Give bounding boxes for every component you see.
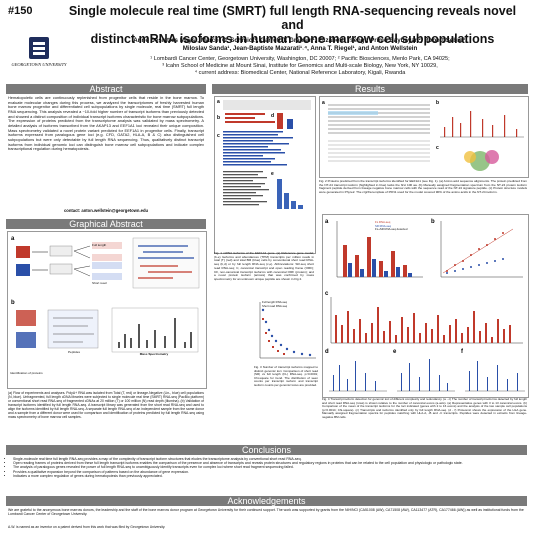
figure-1-tracks: a b c d e bbox=[217, 99, 311, 209]
conclusion-item: Indicates a more complex regulation of g… bbox=[13, 474, 527, 478]
university-seal-icon bbox=[29, 37, 49, 59]
figure-4-caption: Fig. 4 Transcript isoform detection for … bbox=[322, 397, 527, 419]
legend-fl-sr-rnaseq: FL+SR RNA-seq detected bbox=[375, 227, 408, 232]
affiliation-line-2: ³ Icahn School of Medicine at Mount Sina… bbox=[162, 63, 438, 69]
full-length-label: Full length bbox=[92, 243, 107, 247]
figure-3-caption: Fig. 3 Number of transcript isoforms map… bbox=[254, 365, 318, 387]
affiliation-line-3: ⁴ current address: Biomedical Center, Na… bbox=[194, 70, 406, 76]
figure-2-alignments: a b c bbox=[322, 100, 524, 171]
svg-text:c: c bbox=[325, 291, 329, 297]
university-logo: GEORGETOWN UNIVERSITY bbox=[10, 34, 68, 74]
figure-4-legend: FL RNA-seq SR RNA-seq FL+SR RNA-seq dete… bbox=[375, 220, 408, 232]
svg-text:b: b bbox=[217, 115, 220, 121]
figure-3-scatter bbox=[259, 302, 316, 359]
title-line-2: distinct mRNA isoforms in human bone mar… bbox=[90, 32, 495, 46]
title-line-1: Single molecule real time (SMRT) full le… bbox=[68, 4, 517, 32]
conclusions-header: Conclusions bbox=[6, 445, 527, 455]
legend-full-length: Full length RNA-seq bbox=[262, 300, 288, 304]
svg-text:f: f bbox=[461, 349, 464, 355]
contact-email: contact: anton.wellstein@georgetown.edu bbox=[63, 208, 149, 213]
authors-line-2: Miloslav Sanda¹, Jean-Baptiste Mazarati¹… bbox=[182, 45, 418, 52]
svg-text:b: b bbox=[11, 300, 15, 306]
peptides-label: Peptides bbox=[67, 350, 81, 354]
acknowledgements-text: We are grateful to the anonymous bone ma… bbox=[8, 508, 524, 517]
svg-text:a: a bbox=[322, 100, 325, 106]
abstract-header: Abstract bbox=[6, 84, 206, 94]
abstract-text: Hematopoietic cells are continuously rep… bbox=[8, 95, 204, 152]
legend-fl-rnaseq: FL RNA-seq bbox=[375, 220, 391, 224]
graphical-abstract-figure: a b bbox=[7, 231, 207, 389]
authors-line-1: Anne Deslattes Mays¹, Marcel O. Schmidt¹… bbox=[133, 37, 467, 44]
mass-spec-label: Mass Spectrometry bbox=[139, 352, 169, 356]
figure-3-legend: Full length RNA-seq Short read RNA-seq bbox=[262, 300, 288, 308]
svg-text:e: e bbox=[393, 349, 397, 355]
poster-title: Single molecule real time (SMRT) full le… bbox=[60, 4, 525, 46]
figure-2: a b c bbox=[319, 96, 529, 178]
poster-number: #150 bbox=[8, 5, 33, 17]
svg-text:a: a bbox=[325, 219, 329, 225]
graphical-abstract-header: Graphical Abstract bbox=[6, 219, 206, 229]
identification-label: Identification of proteins bbox=[10, 371, 43, 375]
svg-text:e: e bbox=[271, 171, 274, 177]
figure-4-plots: a b c bbox=[325, 219, 525, 392]
svg-text:b: b bbox=[436, 100, 439, 106]
conclusion-item: The analysis of paralogous genes reveale… bbox=[13, 465, 527, 469]
conclusion-item: Provides a qualitative expansion beyond … bbox=[13, 470, 527, 474]
affiliation-line-1: ¹ Lombardi Cancer Center, Georgetown Uni… bbox=[150, 56, 450, 62]
figure-3 bbox=[254, 300, 318, 364]
svg-text:c: c bbox=[217, 133, 220, 139]
svg-text:a: a bbox=[217, 99, 220, 105]
legend-short-read: Short read RNA-seq bbox=[262, 303, 288, 308]
conclusion-item: Single-molecule real time full length RN… bbox=[13, 457, 527, 461]
acknowledgements-header: Acknowledgements bbox=[6, 496, 527, 506]
figure-1-caption: Fig. 1 mRNA isoforms of the EEF1A1 gene.… bbox=[214, 251, 314, 281]
patent-note: A.W. is named as an inventor on a patent… bbox=[8, 525, 166, 529]
affiliations: ¹ Lombardi Cancer Center, Georgetown Uni… bbox=[75, 56, 525, 77]
legend-sr-rnaseq: SR RNA-seq bbox=[375, 223, 392, 228]
svg-text:c: c bbox=[436, 145, 439, 151]
figure-4: a b c bbox=[322, 214, 529, 398]
figure-1: a b c d e bbox=[214, 96, 316, 254]
results-header: Results bbox=[212, 84, 528, 94]
graphical-abstract-caption: (a) Flow of experiments and analyses. Po… bbox=[8, 391, 205, 419]
svg-text:b: b bbox=[431, 219, 435, 225]
short-read-label: Short read bbox=[92, 281, 107, 285]
svg-text:d: d bbox=[271, 113, 274, 119]
figure-2-caption: Fig. 2 Proteins predicted from the trans… bbox=[319, 179, 528, 195]
svg-text:d: d bbox=[325, 349, 329, 355]
authors: Anne Deslattes Mays¹, Marcel O. Schmidt¹… bbox=[75, 37, 525, 53]
logo-text: GEORGETOWN UNIVERSITY bbox=[11, 62, 67, 67]
svg-text:a: a bbox=[11, 236, 15, 242]
workflow-diagram: a b bbox=[11, 236, 200, 353]
conclusions-list: Single-molecule real time full length RN… bbox=[6, 457, 527, 478]
conclusion-item: Open reading frames of proteins derived … bbox=[13, 461, 527, 465]
